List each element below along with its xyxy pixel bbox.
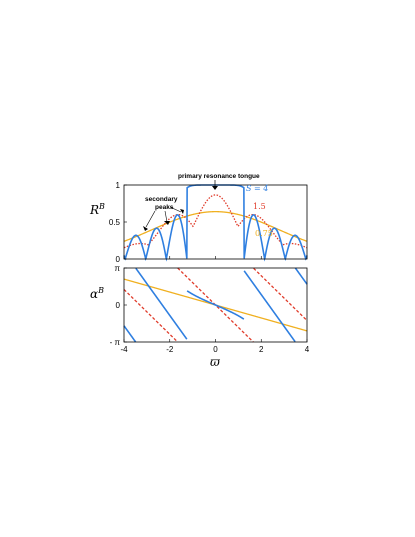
phase-y-tick-label: 0: [116, 301, 121, 310]
series-label-s4: S = 4: [246, 184, 268, 193]
series-label-s075: 0.75: [255, 229, 273, 238]
secondary-arrow-3: [169, 206, 182, 213]
panel-reflection: 00.51 RB primary resonance tongue second…: [89, 173, 308, 264]
reflection-y-ticks: 00.51: [109, 181, 127, 264]
phase-x-ticks: -4 -2 0 2 4: [120, 339, 310, 354]
phase-line-4: [123, 267, 308, 343]
phase-x-tick-label: 4: [305, 345, 310, 354]
phase-x-tick-label: -2: [166, 345, 174, 354]
primary-annotation: primary resonance tongue: [178, 173, 260, 180]
phase-y-tick-label: - π: [110, 338, 121, 347]
secondary-arrowhead-2: [164, 221, 170, 225]
reflection-y-tick-label: 0: [116, 255, 121, 264]
phase-y-ticks: π 0 - π: [110, 264, 127, 347]
phase-x-tick-label: 0: [213, 345, 218, 354]
primary-arrowhead: [212, 186, 218, 190]
phase-series: [123, 267, 308, 343]
reflection-y-label: RB: [89, 202, 105, 217]
secondary-arrow-1: [145, 210, 156, 228]
phase-x-tick-label: 2: [259, 345, 264, 354]
reflection-x-ticks: [123, 256, 308, 259]
reflection-y-tick-label: 1: [116, 181, 121, 190]
phase-y-label: αB: [90, 286, 104, 301]
secondary-arrowhead-1: [143, 226, 148, 231]
x-axis-label: ϖ: [210, 355, 221, 369]
phase-x-tick-label: -4: [120, 345, 128, 354]
secondary-arrowhead-3: [180, 209, 184, 214]
panel-phase: -4 -2 0 2 4 π 0 - π αB ϖ: [90, 264, 310, 369]
series-label-s15: 1.5: [253, 202, 266, 211]
secondary-arrow-2: [164, 210, 168, 223]
phase-y-tick-label: π: [114, 264, 120, 273]
secondary-annotation-line1: secondary: [145, 196, 178, 203]
secondary-annotation-line2: peaks: [155, 204, 174, 211]
reflection-y-tick-label: 0.5: [109, 218, 121, 227]
